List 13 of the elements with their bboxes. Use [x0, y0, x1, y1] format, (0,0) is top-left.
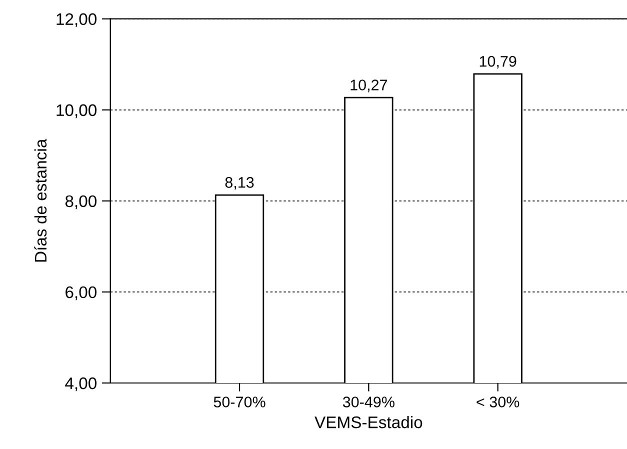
data-label: 10,27 — [350, 80, 388, 92]
y-tick-label: 10,00 — [56, 104, 97, 118]
x-tick-label: < 30% — [476, 396, 520, 408]
y-tick-label: 8,00 — [65, 195, 97, 210]
y-tick-label: 12,00 — [56, 13, 97, 28]
y-tick-label: 4,00 — [65, 377, 97, 392]
x-axis-title: VEMS-Estadio — [314, 416, 422, 428]
y-axis-title: Días de estancia — [34, 138, 47, 262]
y-tick-label: 6,00 — [66, 286, 97, 300]
data-label: 8,13 — [225, 177, 254, 190]
x-tick-label: 50-70% — [214, 396, 266, 408]
data-label: 10,79 — [480, 56, 516, 69]
x-tick-label: 30-49% — [342, 396, 394, 408]
